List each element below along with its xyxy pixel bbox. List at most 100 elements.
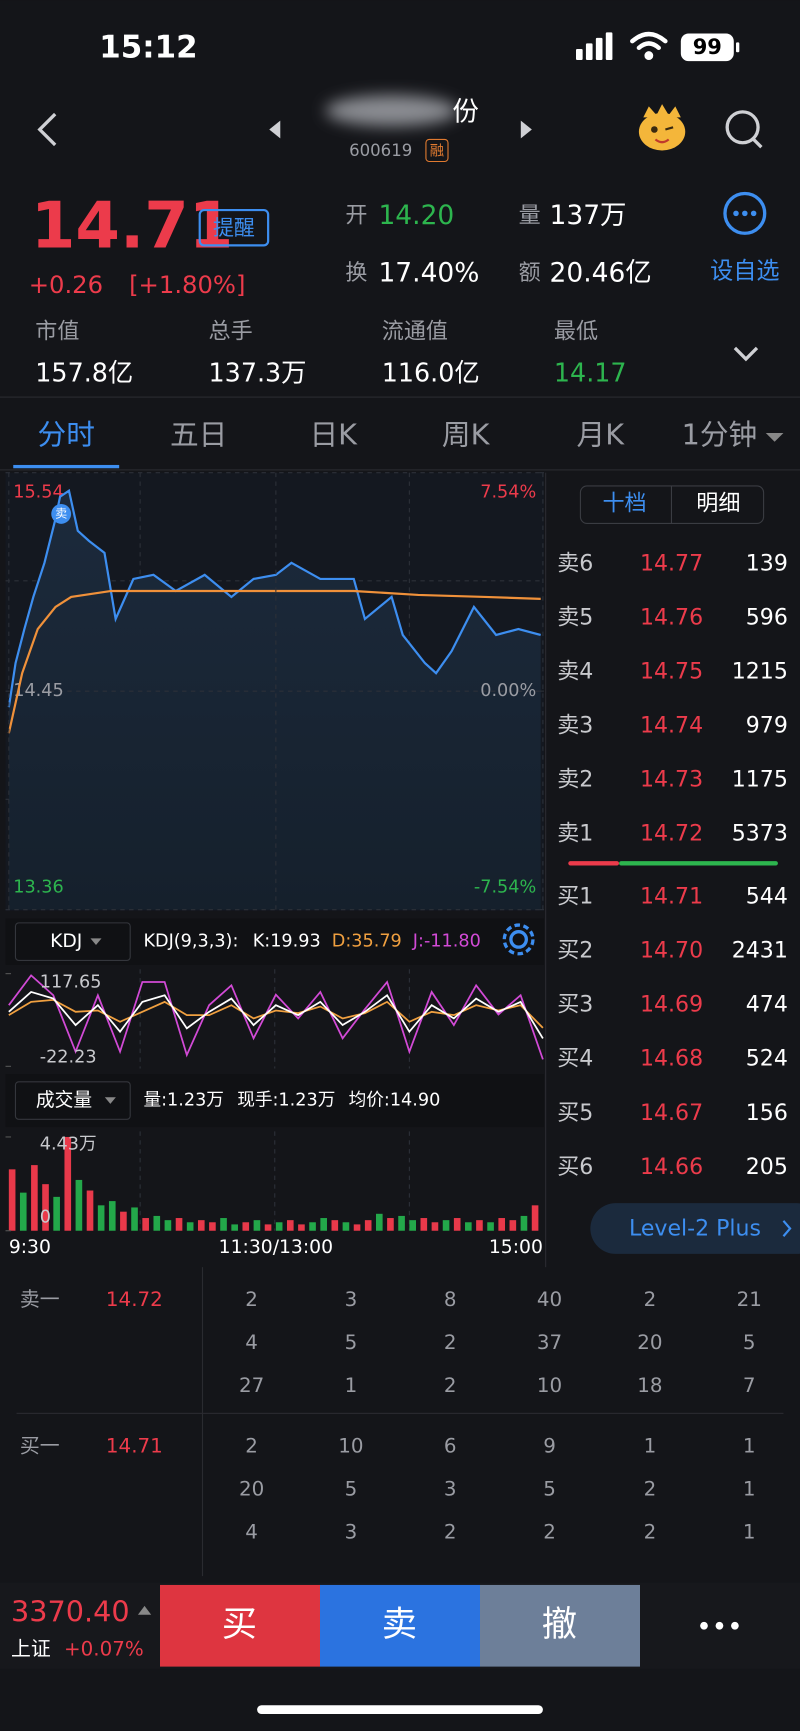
- stats: 市值 157.8亿 总手 137.3万 流通值 116.0亿 最低 14.17: [35, 320, 626, 388]
- volume-bar: [175, 1218, 183, 1231]
- kdj-chart: 117.65 -22.23: [5, 972, 544, 1067]
- volume-bar: [42, 1184, 49, 1231]
- margin-tag-box: [425, 138, 449, 163]
- y2-tick-label: -7.54%: [474, 878, 536, 898]
- queue-cell: 2: [444, 1374, 457, 1397]
- kdj-readout: K:19.93: [253, 932, 321, 952]
- expand-button[interactable]: [733, 346, 759, 362]
- volume-bar: [242, 1222, 250, 1231]
- book-price: 14.71: [640, 885, 703, 910]
- volume-bar: [275, 1222, 283, 1231]
- queue-cell: 1: [743, 1435, 756, 1458]
- queue-price: 14.71: [106, 1435, 163, 1458]
- queue-cell: 10: [537, 1374, 562, 1397]
- queue-label: 买一: [20, 1435, 60, 1458]
- kdj-selector-label[interactable]: KDJ: [50, 931, 82, 952]
- kdj-line: [8, 990, 544, 1039]
- y-tick-label: 0: [40, 1208, 51, 1228]
- volume-toolbar: [5, 1074, 545, 1128]
- tab[interactable]: 分时: [38, 417, 95, 451]
- volume-bar: [209, 1222, 216, 1231]
- book-label: 买3: [557, 993, 593, 1018]
- volume-bar: [476, 1220, 483, 1231]
- book-label: 买6: [557, 1155, 593, 1180]
- book-price: 14.70: [640, 939, 703, 964]
- kdj-line: [8, 974, 544, 1060]
- book-price: 14.77: [640, 551, 703, 576]
- open-value: 14.20: [378, 200, 454, 231]
- queue-cell: 20: [239, 1478, 264, 1501]
- volume-bar: [531, 1205, 539, 1231]
- dropdown-arrow: [104, 1097, 116, 1104]
- next-stock[interactable]: [520, 120, 532, 139]
- book-label: 买4: [557, 1047, 593, 1072]
- book-volume: 5373: [732, 822, 788, 847]
- more-button[interactable]: [723, 191, 767, 235]
- back-button[interactable]: [37, 112, 57, 147]
- signal-icon: [576, 32, 613, 60]
- amount-value: 20.46亿: [550, 258, 652, 289]
- mascot-icon[interactable]: [638, 104, 686, 151]
- search-button[interactable]: [725, 110, 763, 149]
- index-toggle[interactable]: [137, 1605, 152, 1615]
- remind-button[interactable]: [198, 208, 270, 247]
- price-chart: 15.54 14.45 13.36 7.54% 0.00% -7.54% 卖 9:30 11:3…: [5, 472, 544, 1258]
- kdj-params: KDJ(9,3,3):: [143, 932, 238, 952]
- add-watchlist[interactable]: 设自选: [710, 257, 779, 284]
- tab[interactable]: 日K: [309, 417, 358, 451]
- kdj-selector[interactable]: [14, 922, 131, 961]
- book-volume: 205: [746, 1155, 788, 1180]
- tab[interactable]: 周K: [442, 417, 491, 451]
- volume-selector[interactable]: [14, 1081, 131, 1120]
- volume-bar: [153, 1215, 161, 1231]
- sell-label[interactable]: 卖: [382, 1604, 417, 1645]
- more-menu[interactable]: [700, 1621, 739, 1630]
- level2-label[interactable]: Level-2 Plus: [629, 1217, 761, 1242]
- turnover-value: 17.40%: [378, 258, 479, 289]
- y-tick-label: 13.36: [13, 878, 64, 898]
- kdj-readout: D:35.79: [332, 932, 402, 952]
- level2-arrow: [782, 1220, 792, 1237]
- y-tick-label: -22.23: [40, 1047, 97, 1067]
- buy-button[interactable]: [160, 1584, 320, 1667]
- dropdown-arrow: [765, 432, 784, 442]
- buy-label[interactable]: 买: [222, 1604, 257, 1645]
- tab-detail[interactable]: 明细: [696, 492, 740, 517]
- queue-cell: 7: [743, 1374, 756, 1397]
- volume-bar: [75, 1179, 83, 1231]
- book-price: 14.73: [640, 768, 703, 793]
- volume-bar: [64, 1136, 72, 1231]
- queue-cell: 1: [644, 1435, 657, 1458]
- tab[interactable]: 1分钟: [682, 417, 758, 451]
- price-change: +0.26: [29, 270, 103, 299]
- tab[interactable]: 月K: [577, 417, 626, 451]
- volume-label: 量: [519, 204, 541, 229]
- tab-depth[interactable]: 十档: [603, 492, 647, 517]
- stat-value: 157.8亿: [35, 357, 133, 387]
- remind-label[interactable]: 提醒: [213, 216, 255, 240]
- cancel-label[interactable]: 撤: [542, 1604, 577, 1645]
- queue-cell: 8: [444, 1288, 457, 1311]
- volume-bar: [97, 1205, 105, 1231]
- sell-button[interactable]: [320, 1584, 480, 1667]
- settings-button[interactable]: [502, 923, 535, 956]
- queue-cell: 2: [543, 1521, 556, 1544]
- divider: [201, 1267, 204, 1577]
- level2-button[interactable]: [590, 1203, 800, 1254]
- open-label: 开: [345, 204, 367, 229]
- volume-bar: [331, 1220, 339, 1231]
- volume-bar: [108, 1201, 116, 1231]
- volume-selector-label[interactable]: 成交量: [36, 1089, 92, 1111]
- book-volume: 1215: [732, 659, 788, 684]
- prev-stock[interactable]: [269, 120, 281, 139]
- stat-label: 市值: [35, 320, 79, 345]
- queue-cell: 2: [644, 1288, 657, 1311]
- cancel-button[interactable]: [480, 1584, 640, 1667]
- battery-cap: [736, 42, 740, 53]
- volume-bar: [364, 1220, 372, 1231]
- volume-value: 137万: [550, 200, 627, 231]
- status-time: 15:12: [99, 29, 197, 65]
- tab[interactable]: 五日: [170, 417, 227, 451]
- volume-bar: [431, 1222, 439, 1231]
- queue-cell: 2: [245, 1435, 258, 1458]
